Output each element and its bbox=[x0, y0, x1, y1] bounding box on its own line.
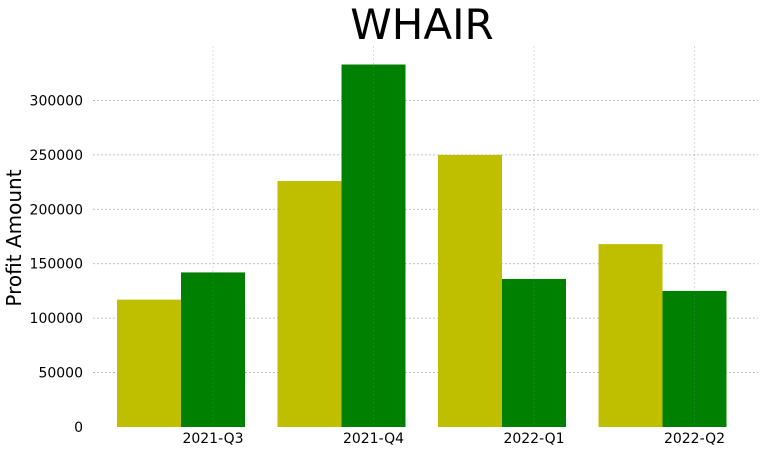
y-tick-label: 100000 bbox=[30, 311, 83, 327]
y-axis-label: Profit Amount bbox=[2, 169, 26, 306]
y-tick-label: 250000 bbox=[30, 148, 83, 164]
bar bbox=[662, 290, 727, 427]
y-tick-label: 0 bbox=[74, 420, 83, 436]
bar bbox=[277, 180, 342, 427]
bar bbox=[117, 299, 181, 427]
x-tick-label: 2022-Q1 bbox=[503, 431, 564, 447]
y-tick-label: 150000 bbox=[30, 257, 83, 273]
y-tick-label: 300000 bbox=[30, 93, 83, 109]
x-tick-label: 2021-Q4 bbox=[343, 431, 404, 447]
bar bbox=[438, 154, 502, 427]
bar bbox=[181, 272, 245, 427]
y-tick-label: 50000 bbox=[38, 366, 83, 382]
y-tick-label: 200000 bbox=[30, 202, 83, 218]
x-axis-ticks: 2021-Q3 2021-Q4 2022-Q1 2022-Q2 bbox=[182, 431, 725, 447]
grid bbox=[93, 100, 758, 373]
chart-title: WHAIR bbox=[350, 0, 493, 49]
bar bbox=[598, 244, 663, 427]
vertical-grid bbox=[212, 46, 695, 427]
x-tick-label: 2022-Q2 bbox=[664, 431, 725, 447]
x-tick-label: 2021-Q3 bbox=[182, 431, 243, 447]
bar bbox=[502, 278, 566, 427]
y-axis-ticks: 0 50000 100000 150000 200000 250000 300000 bbox=[30, 93, 83, 436]
bar bbox=[341, 64, 406, 428]
bars bbox=[117, 64, 727, 428]
